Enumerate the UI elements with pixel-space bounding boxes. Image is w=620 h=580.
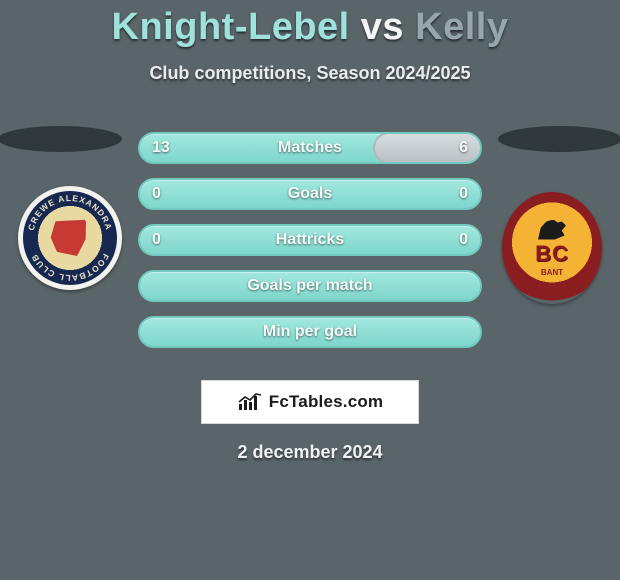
stat-bar: Goals0 0 (138, 178, 482, 210)
crest-ring: CREWE ALEXANDRA FOOTBALL CLUB (23, 191, 117, 285)
stat-bar: Matches13 6 (138, 132, 482, 164)
stat-bars: Matches136Goals00Hattricks00Goals per ma… (138, 132, 482, 348)
club-crest-right: BC BANT (502, 192, 602, 304)
comparison-title: Knight-Lebel vs Kelly (0, 0, 620, 49)
stat-value-right: 6 (459, 134, 468, 162)
date-text: 2 december 2024 (0, 442, 620, 463)
stat-bar-label: Matches (140, 134, 480, 162)
subtitle: Club competitions, Season 2024/2025 (0, 63, 620, 84)
club-crest-left: CREWE ALEXANDRA FOOTBALL CLUB (18, 186, 122, 290)
stat-bar: Hattricks0 0 (138, 224, 482, 256)
stat-bar-label: Min per goal (140, 318, 480, 346)
comparison-stage: CREWE ALEXANDRA FOOTBALL CLUB BC BANT Ma… (0, 112, 620, 362)
rooster-icon (538, 220, 566, 240)
stat-bar-label: Goals (140, 180, 480, 208)
bar-chart-icon (237, 392, 263, 412)
player2-name: Kelly (415, 6, 508, 48)
stat-bar: Min per goal (138, 316, 482, 348)
svg-text:FOOTBALL CLUB: FOOTBALL CLUB (29, 252, 111, 283)
stat-bar-label: Goals per match (140, 272, 480, 300)
crest-tag: BANT (541, 268, 563, 277)
shadow-ellipse-left (0, 126, 122, 152)
crest-inner: BC BANT (519, 215, 585, 281)
stat-bar-label: Hattricks (140, 226, 480, 254)
stat-value-left: 13 (152, 134, 170, 162)
vs-text: vs (361, 6, 404, 48)
stat-value-left: 0 (152, 180, 161, 208)
player1-name: Knight-Lebel (112, 6, 350, 48)
stat-value-left: 0 (152, 226, 161, 254)
stat-value-right: 0 (459, 180, 468, 208)
shadow-ellipse-right (498, 126, 620, 152)
crest-initials: BC (535, 241, 569, 267)
stat-bar: Goals per match (138, 270, 482, 302)
stat-value-right: 0 (459, 226, 468, 254)
brand-text: FcTables.com (269, 392, 384, 412)
brand-box: FcTables.com (201, 380, 419, 424)
